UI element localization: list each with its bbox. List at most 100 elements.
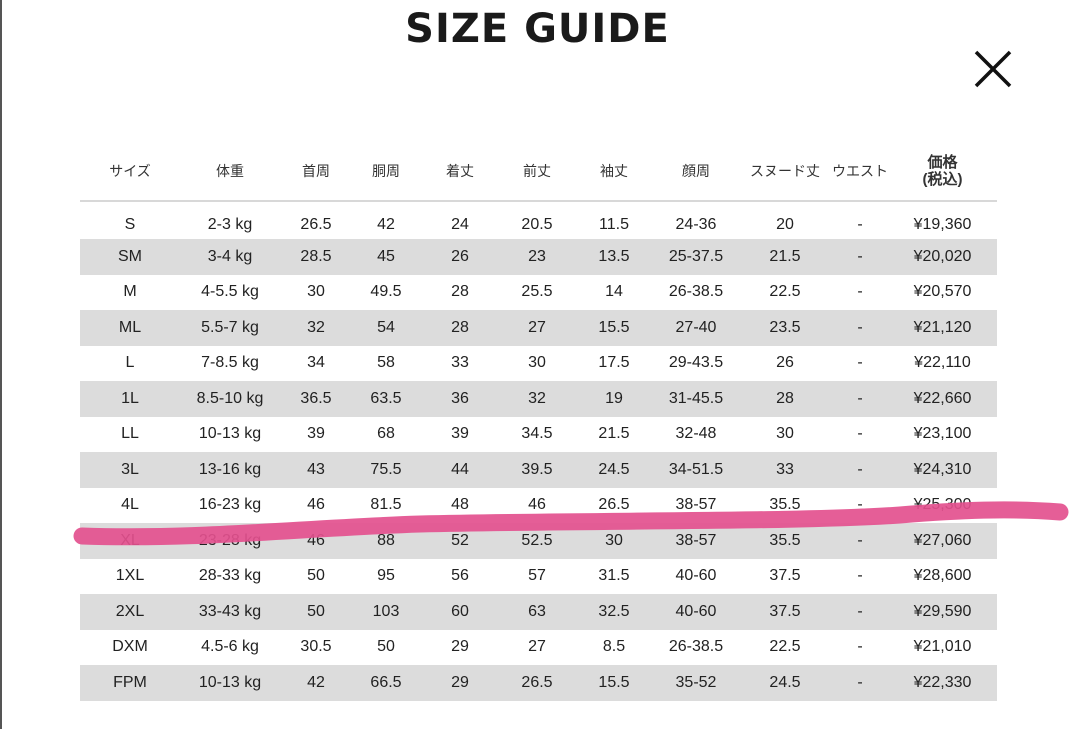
cell-face: 35-52 bbox=[654, 665, 738, 701]
table-row: 1XL 28-33 kg 50 95 56 57 31.5 40-60 37.5 - ¥28,600 bbox=[80, 559, 997, 595]
table-row: L 7-8.5 kg 34 58 33 30 17.5 29-43.5 26 - ¥22,110 bbox=[80, 346, 997, 382]
cell-waist: - bbox=[832, 594, 888, 630]
cell-length: 33 bbox=[451, 354, 469, 372]
cell-price: ¥19,360 bbox=[913, 215, 972, 233]
cell-face: 26-38.5 bbox=[668, 283, 724, 301]
cell-snood-length: 30 bbox=[776, 425, 794, 443]
cell-snood-length: 35.5 bbox=[769, 496, 801, 514]
cell-snood-length: 24.5 bbox=[738, 665, 832, 701]
close-x-icon[interactable] bbox=[970, 46, 1016, 92]
cell-front-length: 63 bbox=[500, 594, 574, 630]
header-price: 価格 (税込) bbox=[888, 142, 997, 202]
cell-snood-length: 35.5 bbox=[738, 523, 832, 559]
cell-weight: 5.5-7 kg bbox=[180, 310, 280, 346]
table-row: M 4-5.5 kg 30 49.5 28 25.5 14 26-38.5 22.5 - ¥20,5… bbox=[80, 275, 997, 311]
cell-chest: 49.5 bbox=[370, 283, 402, 301]
table-row: ML 5.5-7 kg 32 54 28 27 15.5 27-40 23.5- ¥21,120 bbox=[80, 310, 997, 346]
cell-front-length: 27 bbox=[528, 638, 546, 656]
header-waist: ウエスト bbox=[832, 142, 888, 202]
cell-neck: 32 bbox=[280, 310, 352, 346]
cell-weight: 7-8.5 kg bbox=[201, 354, 259, 372]
cell-snood-length: 21.5 bbox=[738, 239, 832, 275]
cell-price: ¥20,020 bbox=[888, 239, 997, 275]
cell-waist: - bbox=[857, 425, 863, 443]
cell-sleeve: 17.5 bbox=[598, 354, 630, 372]
cell-front-length: 26.5 bbox=[500, 665, 574, 701]
cell-sleeve: 15.5 bbox=[574, 310, 654, 346]
cell-neck: 46 bbox=[280, 523, 352, 559]
cell-front-length: 46 bbox=[528, 496, 546, 514]
table-row: 1L 8.5-10 kg 36.5 63.5 36 32 19 31-45.5 28- ¥22,6… bbox=[80, 381, 997, 417]
cell-size: 1XL bbox=[115, 567, 145, 585]
cell-sleeve: 14 bbox=[605, 283, 623, 301]
cell-face: 38-57 bbox=[675, 496, 717, 514]
cell-waist: - bbox=[857, 496, 863, 514]
table-row: SM 3-4 kg 28.5 45 26 23 13.5 25-37.5 21.5- ¥20,02… bbox=[80, 239, 997, 275]
cell-sleeve: 31.5 bbox=[598, 567, 630, 585]
cell-price: ¥21,010 bbox=[913, 638, 972, 656]
table-row: 3L 13-16 kg 43 75.5 44 39.5 24.5 34-51.5 33- ¥24,… bbox=[80, 452, 997, 488]
cell-length: 48 bbox=[451, 496, 469, 514]
header-size: サイズ bbox=[80, 142, 180, 202]
cell-front-length: 20.5 bbox=[521, 215, 553, 233]
header-price-line1: 価格 bbox=[927, 154, 958, 171]
cell-front-length: 30 bbox=[528, 354, 546, 372]
cell-face: 24-36 bbox=[675, 215, 717, 233]
cell-waist: - bbox=[832, 239, 888, 275]
cell-sleeve: 32.5 bbox=[574, 594, 654, 630]
cell-size: 4L bbox=[121, 496, 139, 514]
cell-price: ¥29,590 bbox=[888, 594, 997, 630]
header-length: 着丈 bbox=[420, 142, 500, 202]
cell-chest: 81.5 bbox=[370, 496, 402, 514]
header-face: 顔周 bbox=[654, 142, 738, 202]
cell-snood-length: 37.5 bbox=[738, 594, 832, 630]
cell-size: LL bbox=[121, 425, 139, 443]
cell-snood-length: 37.5 bbox=[769, 567, 801, 585]
cell-neck: 50 bbox=[307, 567, 325, 585]
cell-size: XL bbox=[80, 523, 180, 559]
table-row: XL 23-28 kg 46 88 52 52.5 30 38-57 35.5- ¥27,060 bbox=[80, 523, 997, 559]
cell-size: S bbox=[124, 215, 136, 233]
table-row: 2XL 33-43 kg 50 103 60 63 32.5 40-60 37.5- ¥29,59… bbox=[80, 594, 997, 630]
cell-face: 38-57 bbox=[654, 523, 738, 559]
cell-face: 27-40 bbox=[654, 310, 738, 346]
cell-length: 56 bbox=[451, 567, 469, 585]
cell-sleeve: 30 bbox=[574, 523, 654, 559]
cell-front-length: 25.5 bbox=[521, 283, 553, 301]
cell-chest: 63.5 bbox=[352, 381, 420, 417]
cell-chest: 42 bbox=[377, 215, 395, 233]
table-row: LL 10-13 kg 39 68 39 34.5 21.5 32-48 30 - ¥23,100 bbox=[80, 417, 997, 453]
cell-sleeve: 11.5 bbox=[599, 215, 629, 233]
cell-length: 24 bbox=[451, 215, 469, 233]
cell-snood-length: 20 bbox=[776, 215, 794, 233]
cell-neck: 34 bbox=[307, 354, 325, 372]
cell-neck: 50 bbox=[280, 594, 352, 630]
table-row: FPM 10-13 kg 42 66.5 29 26.5 15.5 35-52 24.5- ¥22… bbox=[80, 665, 997, 701]
cell-snood-length: 26 bbox=[776, 354, 794, 372]
cell-length: 29 bbox=[451, 638, 469, 656]
header-chest: 胴周 bbox=[352, 142, 420, 202]
cell-neck: 39 bbox=[307, 425, 325, 443]
cell-waist: - bbox=[857, 567, 863, 585]
cell-length: 36 bbox=[420, 381, 500, 417]
cell-weight: 2-3 kg bbox=[207, 215, 253, 233]
cell-size: FPM bbox=[80, 665, 180, 701]
cell-chest: 95 bbox=[377, 567, 395, 585]
cell-size: 2XL bbox=[80, 594, 180, 630]
cell-sleeve: 8.5 bbox=[602, 638, 626, 656]
cell-face: 26-38.5 bbox=[668, 638, 724, 656]
cell-waist: - bbox=[832, 310, 888, 346]
cell-price: ¥27,060 bbox=[888, 523, 997, 559]
cell-weight: 33-43 kg bbox=[180, 594, 280, 630]
cell-sleeve: 19 bbox=[574, 381, 654, 417]
cell-front-length: 27 bbox=[500, 310, 574, 346]
cell-size: L bbox=[125, 354, 135, 372]
cell-price: ¥28,600 bbox=[913, 567, 972, 585]
window-edge bbox=[0, 0, 2, 729]
table-row: DXM 4.5-6 kg 30.5 50 29 27 8.5 26-38.5 22.5 - ¥21,… bbox=[80, 630, 997, 666]
cell-weight: 10-13 kg bbox=[180, 665, 280, 701]
cell-front-length: 52.5 bbox=[500, 523, 574, 559]
cell-snood-length: 22.5 bbox=[769, 283, 801, 301]
cell-chest: 68 bbox=[377, 425, 395, 443]
cell-snood-length: 23.5 bbox=[738, 310, 832, 346]
